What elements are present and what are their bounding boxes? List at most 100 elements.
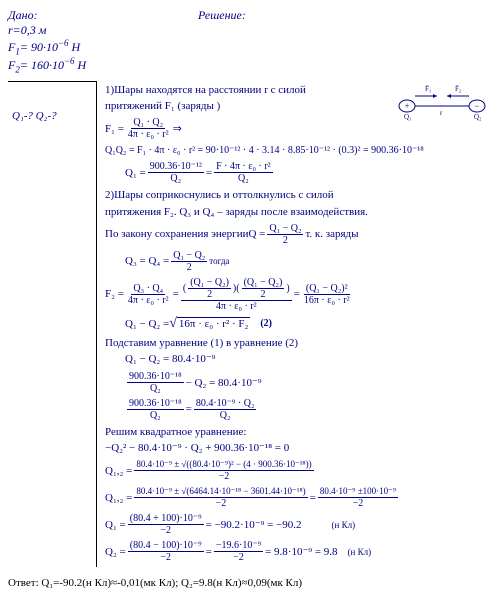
eq1-lhs: F₁ = [105,123,124,135]
eq13-lhs: Q₁ = [105,519,126,531]
p2d: 2 [258,289,267,300]
p1n: (Q₁ − Q₂) [188,277,231,289]
eq3-num: 900.36·10⁻¹² [148,161,204,173]
charge-diagram: + − F̄₁ F̄₂ Q₁ Q₂ r [392,81,492,121]
eq11-lhs: Q₁,₂ = [105,465,132,477]
eq3-mid: = [206,167,212,179]
p1d: 2 [205,289,214,300]
eq4-lhs: Q₃ = Q₄ = [125,255,169,267]
eq9-eq: = [186,403,192,415]
main-section: Q₁-? Q₂-? + − F̄₁ F̄₂ Q₁ Q₂ r 1)Шары нах… [8,81,492,567]
line4: Подставим уравнение (1) в уравнение (2) [105,336,492,350]
l3b: т. к. заряды [305,228,358,240]
eq12-n: 80.4·10⁻⁹ ± √(6464.14·10⁻¹⁸ − 3601.44·10… [134,486,307,498]
line2: 2)Шары соприкоснулись и оттолкнулись с с… [105,188,492,202]
eq4: Q₃ = Q₄ = Q₁ − Q₂ 2 тогда [125,250,492,273]
eq9: 900.36·10⁻¹⁸ Q₂ = 80.4·10⁻⁹ · Q₂ Q₂ [125,398,492,421]
eq11: Q₁,₂ = 80.4·10⁻⁹ ± √((80.4·10⁻⁹)² − (4 ·… [105,459,492,482]
f1-exp: −6 [58,38,69,48]
eq1: F₁ = Q₁ · Q₂ 4π · ε₀ · r² ⇒ [105,117,388,140]
eq8-frac: 900.36·10⁻¹⁸ Q₂ [127,371,184,394]
eq9-n2: 80.4·10⁻⁹ · Q₂ [194,398,257,410]
eq1-frac: Q₁ · Q₂ 4π · ε₀ · r² [126,117,171,140]
eq12: Q₁,₂ = 80.4·10⁻⁹ ± √(6464.14·10⁻¹⁸ − 360… [105,486,492,509]
eq13-d: −2 [158,525,173,536]
eq3-frac: 900.36·10⁻¹² Q₂ [148,161,204,184]
eq6-sqrt: 16π · ε₀ · r² · F₂ [169,316,250,332]
eq1-num: Q₁ · Q₂ [131,117,165,129]
f1-val: = 90·10 [20,40,58,54]
eq5-lhs: F₂ = [105,288,124,300]
l3-frac: Q₁ − Q₂ 2 [267,223,303,246]
eq5-f1: Q₃ · Q₄ 4π · ε₀ · r² [126,283,171,306]
eq8: 900.36·10⁻¹⁸ Q₂ − Q₂ = 80.4·10⁻⁹ [125,371,492,394]
eq12-f2: 80.4·10⁻⁹ ±100·10⁻⁹ −2 [318,486,398,509]
eq5-d: 4π · ε₀ · r² [126,295,171,306]
eq11-frac: 80.4·10⁻⁹ ± √((80.4·10⁻⁹)² − (4 · 900.36… [134,459,313,482]
eq13-n: (80.4 + 100)·10⁻⁹ [128,513,204,525]
eq7: Q₁ − Q₂ = 80.4·10⁻⁹ [125,352,492,366]
solution-label: Решение: [98,8,492,23]
svg-text:−: − [474,101,479,111]
eq5: F₂ = Q₃ · Q₄ 4π · ε₀ · r² = ((Q₁ − Q₂)2)… [105,277,492,312]
svg-text:r: r [440,109,443,117]
header-row: Дано: Решение: [8,8,492,23]
eq12-lhs: Q₁,₂ = [105,492,132,504]
svg-text:+: + [404,101,409,111]
eq6: Q₁ − Q₂ = 16π · ε₀ · r² · F₂ (2) [125,316,492,332]
eq8-n: 900.36·10⁻¹⁸ [127,371,184,383]
f2-exp: −6 [64,56,75,66]
eq4-frac: Q₁ − Q₂ 2 [171,250,207,273]
eq13-frac: (80.4 + 100)·10⁻⁹ −2 [128,513,204,536]
eq6-tag: (2) [260,318,272,329]
eq3-lhs: Q₁ = [125,167,146,179]
eq14-d: −2 [158,552,173,563]
eq3: Q₁ = 900.36·10⁻¹² Q₂ = F · 4π · ε₀ · r² … [125,161,492,184]
eq14: Q₂ = (80.4 − 100)·10⁻⁹ −2 = −19.6·10⁻⁹ −… [105,540,492,563]
svg-text:Q₂: Q₂ [474,113,482,121]
eq13: Q₁ = (80.4 + 100)·10⁻⁹ −2 = −90.2·10⁻⁹ =… [105,513,492,536]
eq12-eq: = [310,492,316,504]
eq3-num2: F · 4π · ε₀ · r² [214,161,273,173]
eq6-lhs: Q₁ − Q₂ = [125,318,169,330]
line5: Решим квадратное уравнение: [105,425,492,439]
eq2: Q₁Q₂ = F₁ · 4π · ε₀ · r² = 90·10⁻¹² · 4 … [105,144,492,157]
eq12-d: −2 [214,498,229,509]
eq14-lhs: Q₂ = [105,546,126,558]
eq13-u: (н Кл) [332,520,356,530]
solution-body: + − F̄₁ F̄₂ Q₁ Q₂ r 1)Шары находятся на … [97,81,492,567]
line2b: притяжения F₂. Q₃ и Q₄ – заряды после вз… [105,205,492,219]
eq5-r: (Q₁ − Q₂)² 16π · ε₀ · r² [302,283,352,306]
eq3-den2: Q₂ [236,173,251,184]
given-label: Дано: [8,8,98,23]
eq11-n: 80.4·10⁻⁹ ± √((80.4·10⁻⁹)² − (4 · 900.36… [134,459,313,471]
eq14-d2: −2 [231,552,246,563]
eq14-r: = 9.8·10⁻⁹ = 9.8 [265,545,337,558]
eq3-frac2: F · 4π · ε₀ · r² Q₂ [214,161,273,184]
l3-den: 2 [281,235,290,246]
p2n: (Q₁ − Q₂) [242,277,285,289]
svg-text:Q₁: Q₁ [404,113,412,121]
find-box: Q₁-? Q₂-? [8,81,97,567]
svg-text:F̄₂: F̄₂ [455,85,462,93]
f1-unit: Н [69,40,81,54]
eq5-n: Q₃ · Q₄ [131,283,165,295]
eq12-f1: 80.4·10⁻⁹ ± √(6464.14·10⁻¹⁸ − 3601.44·10… [134,486,307,509]
eq1-arrow: ⇒ [173,122,182,135]
eq11-d: −2 [217,471,232,482]
eq14-eq: = [206,546,212,558]
eq1-den: 4π · ε₀ · r² [126,129,171,140]
eq9-f2: 80.4·10⁻⁹ · Q₂ Q₂ [194,398,257,421]
eq10: −Q₂² − 80.4·10⁻⁹ · Q₂ + 900.36·10⁻¹⁸ = 0 [105,441,492,455]
eq8-d: Q₂ [148,383,163,394]
eq14-n2: −19.6·10⁻⁹ [214,540,263,552]
eq5-bigd: 4π · ε₀ · r² [214,301,259,312]
eq3-den: Q₂ [168,173,183,184]
f2-unit: Н [75,58,87,72]
f2-val: = 160·10 [20,58,64,72]
given-f2: F2= 160·10−6 Н [8,56,492,74]
eq5-eq: = [173,288,179,300]
eq6-body: 16π · ε₀ · r² · F₂ [177,317,250,330]
l3a: По закону сохранения энергии [105,228,248,240]
eq4-num: Q₁ − Q₂ [171,250,207,262]
